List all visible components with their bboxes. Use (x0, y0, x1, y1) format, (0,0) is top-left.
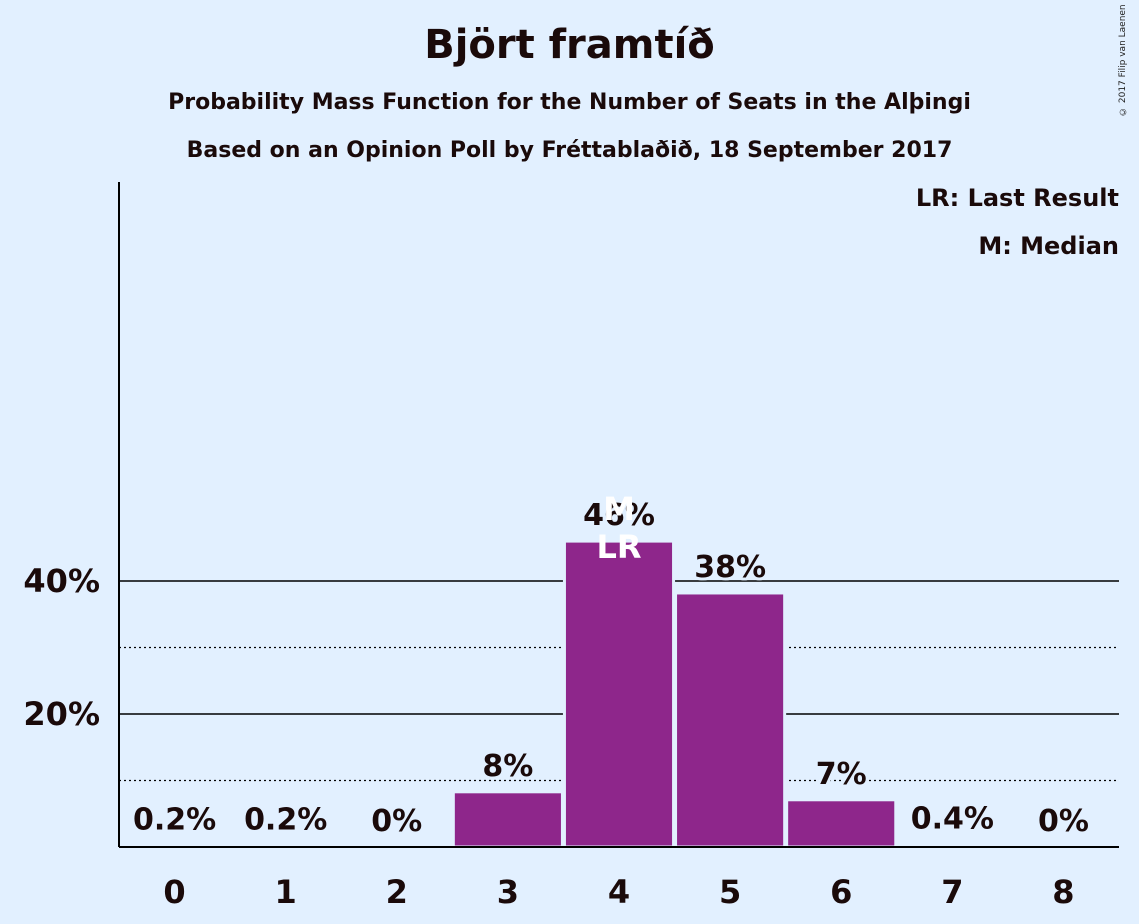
last-result-marker: LR (596, 528, 641, 566)
value-label-0: 0.2% (133, 803, 216, 838)
bar-5 (676, 593, 785, 847)
value-label-6: 7% (816, 757, 867, 792)
y-tick-label-1: 40% (23, 562, 100, 600)
bar-4 (564, 541, 673, 847)
median-marker: M (603, 490, 635, 528)
value-label-2: 0% (371, 804, 422, 839)
x-tick-label-3: 3 (497, 873, 519, 911)
x-tick-label-5: 5 (719, 873, 741, 911)
x-tick-label-0: 0 (163, 873, 185, 911)
x-tick-label-1: 1 (275, 873, 297, 911)
value-label-1: 0.2% (244, 803, 327, 838)
x-tick-label-7: 7 (941, 873, 963, 911)
y-tick-label-0: 20% (23, 695, 100, 733)
x-tick-label-2: 2 (386, 873, 408, 911)
x-tick-label-6: 6 (830, 873, 852, 911)
x-tick-label-4: 4 (608, 873, 630, 911)
value-label-8: 0% (1038, 804, 1089, 839)
value-label-5: 38% (694, 550, 766, 585)
value-label-3: 8% (482, 749, 533, 784)
value-label-7: 0.4% (911, 801, 994, 836)
bar-6 (787, 800, 896, 847)
x-tick-label-8: 8 (1052, 873, 1074, 911)
bar-3 (453, 792, 562, 847)
